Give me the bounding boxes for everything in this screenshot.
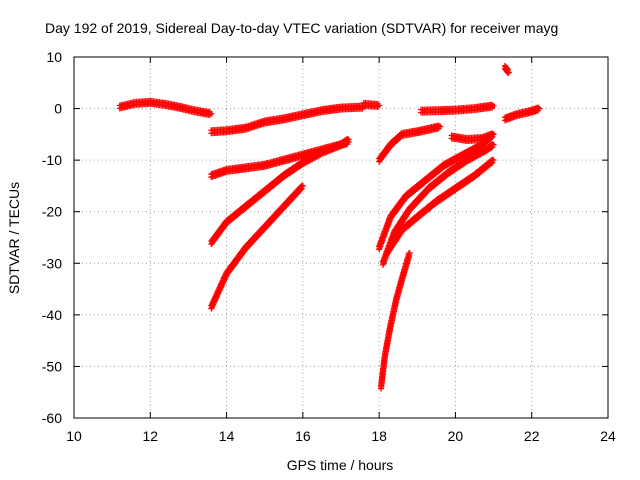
data-point [297,186,304,193]
x-tick-label: 10 [66,428,82,444]
x-tick-label: 22 [524,428,540,444]
y-tick-label: -60 [42,410,62,426]
data-point [536,105,543,112]
series-arc-14 [502,62,512,76]
series-arc-7 [376,122,444,165]
x-axis-label: GPS time / hours [287,457,394,473]
data-series [116,62,543,392]
y-axis-label: SDTVAR / TECUs [6,182,22,294]
data-point [490,102,497,109]
series-arc-2 [208,102,367,137]
data-point [488,160,495,167]
data-point [488,144,495,151]
series-arc-10 [376,130,497,253]
data-point [490,157,497,164]
plot-frame [73,56,609,419]
tick-labels: 10 12 14 16 18 20 22 24 -60 -50 -40 -30 -20 -10 0 10 [42,49,616,444]
series-arc-8 [418,101,497,116]
x-tick-label: 18 [371,428,387,444]
axis-ticks [73,56,609,419]
x-tick-label: 12 [142,428,158,444]
series-arc-15 [502,104,543,124]
series-arc-5 [208,135,352,248]
series-arc-3 [360,99,383,110]
y-tick-label: -30 [42,255,62,271]
data-point [345,136,352,143]
x-tick-label: 16 [295,428,311,444]
data-point [490,131,497,138]
data-point [505,69,512,76]
series-arc-4 [208,138,352,181]
data-point [437,123,444,130]
y-tick-label: 10 [46,49,62,65]
data-point [490,141,497,148]
y-tick-label: -40 [42,307,62,323]
data-point [397,133,404,140]
series-arc-12 [383,156,497,258]
data-point [488,134,495,141]
data-point [299,182,306,189]
y-tick-label: -10 [42,152,62,168]
data-point [343,139,350,146]
data-point [376,102,383,109]
series-arc-13 [378,249,413,392]
x-tick-label: 14 [219,428,235,444]
chart-title: Day 192 of 2019, Sidereal Day-to-day VTE… [45,20,558,36]
series-arc-6 [208,182,306,312]
y-tick-label: -20 [42,204,62,220]
y-tick-label: 0 [54,101,62,117]
y-tick-label: -50 [42,358,62,374]
x-tick-label: 24 [600,428,616,444]
data-point [406,249,413,256]
data-point [208,110,215,117]
series-arc-1 [116,97,215,118]
x-tick-label: 20 [448,428,464,444]
